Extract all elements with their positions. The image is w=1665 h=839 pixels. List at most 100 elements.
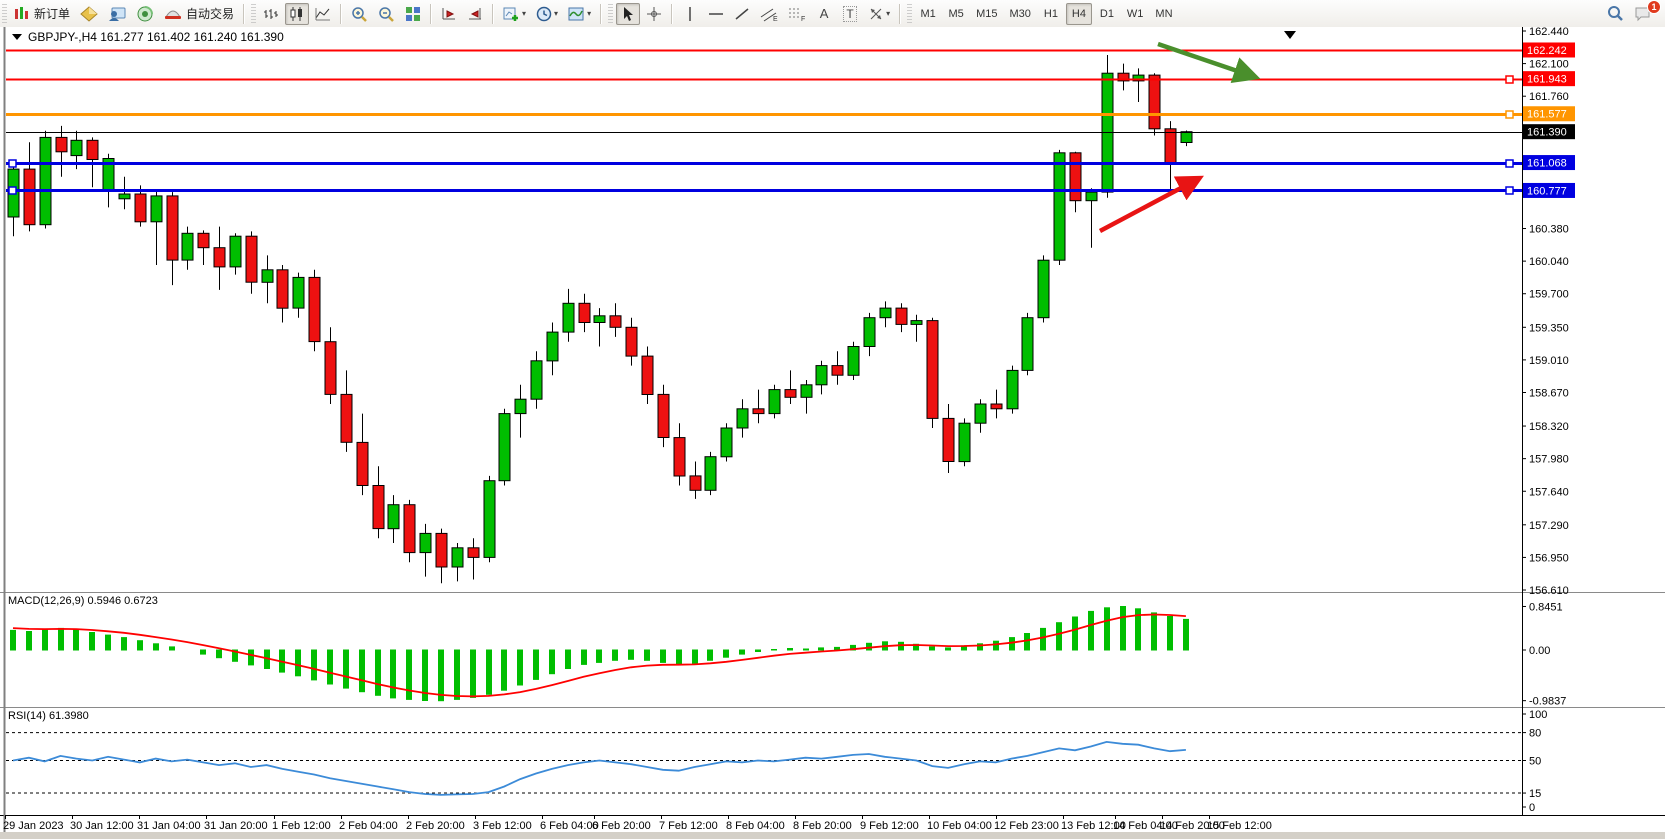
trendline-tool-button[interactable] — [730, 3, 754, 25]
red-trend-arrow[interactable] — [1098, 175, 1204, 233]
crosshair-tool-button[interactable] — [642, 3, 666, 25]
price-axis-label: 156.610 — [1529, 585, 1569, 597]
timeframe-h1-button[interactable]: H1 — [1043, 7, 1058, 20]
macd-histogram-bar — [89, 632, 95, 651]
window-bottom-edge — [0, 832, 1665, 839]
level-handle[interactable] — [8, 186, 17, 195]
candlestick-chart-button[interactable] — [285, 2, 310, 25]
candle — [974, 399, 987, 433]
chart-shift-button[interactable] — [463, 3, 487, 25]
text-label-tool-button[interactable]: T — [838, 3, 862, 25]
green-trend-arrow[interactable] — [1157, 41, 1261, 83]
candle — [990, 389, 1003, 419]
new-order-button[interactable]: 新订单 — [10, 3, 74, 25]
crosshair-icon — [646, 6, 662, 22]
candle — [784, 370, 797, 404]
text-tool-button[interactable]: A — [812, 3, 836, 25]
chart-title-dropdown-icon[interactable] — [12, 34, 22, 40]
cursor-tool-button[interactable] — [616, 2, 641, 25]
notifications-button[interactable]: 1 — [1630, 0, 1661, 25]
hline-tool-button[interactable] — [704, 3, 728, 25]
macd-histogram-bar — [771, 649, 777, 651]
macd-histogram-bar — [739, 649, 745, 655]
macd-histogram-bar — [10, 629, 16, 651]
macd-histogram-bar — [501, 649, 507, 691]
macd-histogram-bar — [1120, 606, 1126, 651]
price-level-badge-text: 162.242 — [1527, 45, 1567, 57]
candle — [847, 341, 860, 380]
macd-histogram-bar — [565, 649, 571, 669]
price-level-badge — [1523, 124, 1575, 140]
zoom-in-icon — [351, 6, 368, 22]
time-axis-label: 12 Feb 23:00 — [994, 820, 1059, 832]
candle — [1180, 130, 1193, 147]
periods-button[interactable]: ▾ — [532, 3, 562, 25]
macd-histogram-bar — [676, 649, 682, 665]
price-level-badge — [1523, 42, 1575, 58]
timeframe-d1-button[interactable]: D1 — [1099, 7, 1114, 20]
macd-histogram-bar — [549, 649, 555, 675]
arrows-tool-button[interactable]: ▾ — [864, 3, 894, 25]
add-indicator-button[interactable]: ▾ — [499, 3, 530, 25]
toolbar: 新订单 自动交易 — [0, 0, 1665, 28]
level-handle[interactable] — [8, 159, 17, 168]
timeframe-h4-button[interactable]: H4 — [1065, 2, 1092, 25]
zoom-in-button[interactable] — [347, 3, 372, 25]
signals-button[interactable] — [132, 3, 158, 25]
macd-histogram-bar — [1040, 627, 1046, 651]
auto-scroll-button[interactable] — [437, 3, 461, 25]
metaeditor-button[interactable] — [76, 3, 102, 25]
vline-tool-button[interactable] — [678, 3, 702, 25]
chart-title: GBPJPY-,H4 161.277 161.402 161.240 161.3… — [28, 30, 284, 44]
timeframe-w1-button[interactable]: W1 — [1126, 7, 1144, 20]
chart-area[interactable]: 162.440 162.100 161.760 160.380 160.040 159.7… — [0, 27, 1665, 839]
candle — [451, 543, 464, 582]
level-handle[interactable] — [1505, 75, 1514, 84]
macd-histogram-bar — [692, 649, 698, 664]
timeframe-m1-button[interactable]: M1 — [920, 7, 936, 20]
timeframe-m15-button[interactable]: M15 — [976, 7, 998, 20]
candle — [324, 327, 337, 404]
text-tool-glyph: A — [819, 6, 829, 21]
chart-shift-marker[interactable] — [1284, 31, 1296, 39]
price-level-badge-text: 161.577 — [1527, 109, 1567, 121]
macd-histogram-bar — [390, 649, 396, 699]
zoom-out-button[interactable] — [374, 3, 399, 25]
channel-tool-button[interactable]: E — [756, 3, 782, 25]
fibonacci-tool-button[interactable]: F — [784, 3, 810, 25]
macd-histogram-bar — [644, 649, 650, 661]
macd-histogram-bar — [1167, 616, 1173, 651]
timeframe-m5-button[interactable]: M5 — [948, 7, 964, 20]
level-handle[interactable] — [1505, 159, 1514, 168]
bar-chart-button[interactable] — [259, 3, 283, 25]
time-axis-label: 29 Jan 2023 — [3, 820, 64, 832]
level-handle[interactable] — [1505, 186, 1514, 195]
price-level-badge-text: 161.068 — [1527, 158, 1567, 170]
dropdown-caret: ▾ — [554, 9, 559, 18]
autotrading-button[interactable]: 自动交易 — [160, 3, 238, 25]
candle — [625, 317, 638, 366]
candle — [23, 142, 36, 232]
templates-button[interactable]: ▾ — [564, 3, 595, 25]
candle — [1085, 188, 1098, 248]
line-chart-button[interactable] — [311, 3, 335, 25]
macd-histogram-bar — [42, 628, 48, 651]
community-button[interactable] — [104, 3, 130, 25]
time-axis-label: 13 Feb 12:00 — [1061, 820, 1126, 832]
price-axis-label: 157.640 — [1529, 486, 1569, 498]
macd-indicator-label: MACD(12,26,9) 0.5946 0.6723 — [8, 595, 158, 607]
macd-histogram-bar — [660, 649, 666, 663]
tile-windows-button[interactable] — [401, 3, 425, 25]
price-axis-label: 157.290 — [1529, 520, 1569, 532]
macd-histogram-bar — [58, 627, 64, 651]
level-handle[interactable] — [1505, 110, 1514, 119]
search-button[interactable] — [1603, 3, 1628, 25]
timeframe-mn-button[interactable]: MN — [1155, 7, 1173, 20]
macd-histogram-bar — [438, 649, 444, 702]
candle — [1101, 55, 1114, 198]
time-axis-label: 14 Feb 20:00 — [1160, 820, 1225, 832]
cursor-icon — [621, 6, 635, 22]
macd-histogram-bar — [406, 649, 412, 700]
timeframe-m30-button[interactable]: M30 — [1009, 7, 1031, 20]
autotrading-icon — [164, 6, 182, 22]
